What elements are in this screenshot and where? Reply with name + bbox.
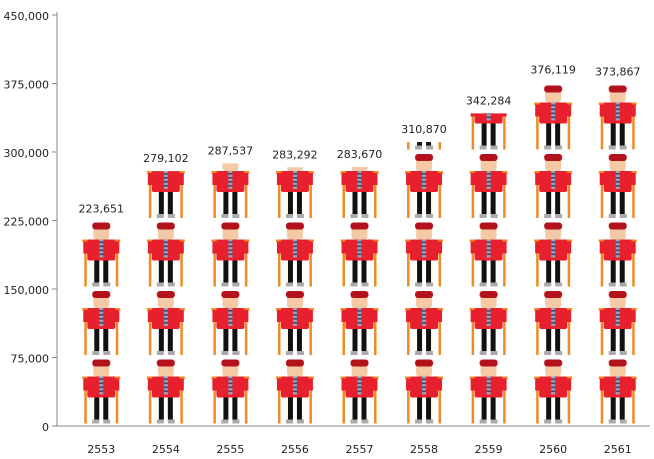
- y-tick-label: 75,000: [11, 353, 50, 366]
- x-tick-label: 2560: [539, 443, 567, 456]
- value-label: 283,670: [337, 148, 383, 161]
- y-tick-label: 0: [42, 421, 49, 434]
- x-tick-label: 2557: [346, 443, 374, 456]
- pictogram-bar: [404, 142, 445, 426]
- x-tick-label: 2556: [281, 443, 309, 456]
- y-tick-label: 450,000: [4, 10, 50, 23]
- value-label: 279,102: [143, 152, 189, 165]
- pictogram-bar: [274, 167, 315, 426]
- x-tick-label: 2553: [87, 443, 115, 456]
- pictogram-bar: [81, 221, 122, 426]
- value-label: 310,870: [401, 123, 447, 136]
- value-label: 376,119: [530, 63, 576, 76]
- pictogram-bar: [468, 113, 509, 426]
- pictogram-bar: [597, 84, 638, 427]
- x-tick-label: 2555: [216, 443, 244, 456]
- y-tick-label: 375,000: [4, 79, 50, 92]
- y-tick-label: 150,000: [4, 284, 50, 297]
- y-tick-label: 300,000: [4, 147, 50, 160]
- value-label: 283,292: [272, 148, 318, 161]
- pictogram-bar: [339, 166, 380, 426]
- value-label: 373,867: [595, 66, 641, 79]
- value-label: 223,651: [79, 203, 125, 216]
- pictogram-bar: [210, 163, 251, 426]
- y-tick-label: 225,000: [4, 216, 50, 229]
- x-tick-label: 2559: [475, 443, 503, 456]
- x-tick-label: 2554: [152, 443, 180, 456]
- value-label: 342,284: [466, 94, 512, 107]
- x-tick-label: 2561: [604, 443, 632, 456]
- pictogram-bar: [533, 82, 574, 427]
- pictogram-bar: [145, 171, 186, 426]
- x-tick-label: 2558: [410, 443, 438, 456]
- value-label: 287,537: [208, 144, 254, 157]
